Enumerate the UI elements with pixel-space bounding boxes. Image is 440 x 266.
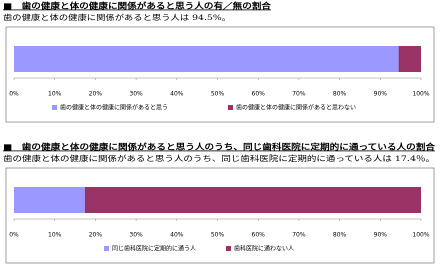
- x-tick-label: 90%: [374, 232, 388, 239]
- bar-segment: [84, 187, 422, 213]
- chart-subtitle: 歯の健康と体の健康に関係があると思う人のうち、同じ歯科医院に定期的に通っている人…: [3, 153, 435, 163]
- x-tick-label: 100%: [412, 91, 429, 98]
- legend-label: 歯科医院に通わない人: [234, 245, 294, 253]
- x-tick-label: 30%: [129, 91, 143, 98]
- x-tick-label: 10%: [48, 232, 62, 239]
- x-tick-label: 70%: [292, 91, 306, 98]
- legend-swatch: [52, 105, 57, 110]
- x-tick-label: 50%: [211, 91, 225, 98]
- x-tick-label: 0%: [9, 91, 19, 98]
- x-tick-label: 0%: [9, 232, 19, 239]
- x-tick-label: 50%: [211, 232, 225, 239]
- legend-label: 歯の健康と体の健康に関係があると思わない: [236, 104, 356, 112]
- bar-segment: [14, 46, 399, 72]
- x-tick-label: 40%: [170, 91, 184, 98]
- x-tick-label: 20%: [89, 232, 103, 239]
- x-tick-label: 60%: [252, 232, 266, 239]
- legend-swatch: [228, 105, 233, 110]
- x-tick-label: 40%: [170, 232, 184, 239]
- chart-frame: [5, 167, 435, 264]
- chart-title: ■ 歯の健康と体の健康に関係があると思う人の有／無の割合: [3, 1, 272, 11]
- legend-label: 歯の健康と体の健康に関係があると思う: [60, 104, 168, 112]
- x-tick-label: 100%: [412, 232, 429, 239]
- chart-frame: [5, 26, 435, 123]
- chart-title: ■ 歯の健康と体の健康に関係があると思う人のうち、同じ歯科医院に定期的に通ってい…: [3, 142, 436, 152]
- x-tick-label: 30%: [129, 232, 143, 239]
- legend-swatch: [104, 246, 109, 251]
- x-tick-label: 80%: [333, 91, 347, 98]
- bar-segment: [14, 187, 85, 213]
- x-tick-label: 90%: [374, 91, 388, 98]
- x-tick-label: 60%: [252, 91, 266, 98]
- legend-label: 同じ歯科医院に定期的に通う人: [112, 245, 196, 253]
- x-tick-label: 10%: [48, 91, 62, 98]
- legend-swatch: [226, 246, 231, 251]
- x-tick-label: 20%: [89, 91, 103, 98]
- chart-subtitle: 歯の健康と体の健康に関係があると思う人は 94.5%。: [3, 12, 231, 22]
- x-tick-label: 80%: [333, 232, 347, 239]
- x-tick-label: 70%: [292, 232, 306, 239]
- bar-segment: [398, 46, 421, 72]
